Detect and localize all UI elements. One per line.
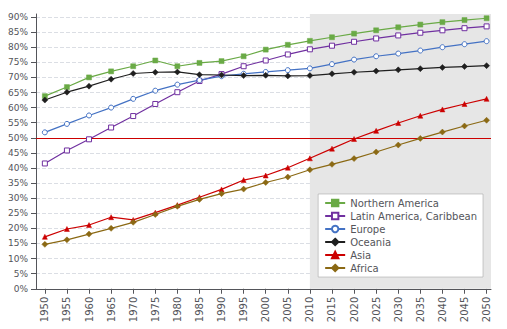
svg-text:80%: 80%	[8, 42, 28, 52]
svg-text:2025: 2025	[371, 297, 382, 322]
svg-text:30%: 30%	[8, 193, 28, 203]
svg-text:75%: 75%	[8, 57, 28, 67]
svg-text:2000: 2000	[260, 297, 271, 322]
svg-text:15%: 15%	[8, 238, 28, 248]
svg-text:70%: 70%	[8, 72, 28, 82]
svg-text:55%: 55%	[8, 118, 28, 128]
svg-text:20%: 20%	[8, 223, 28, 233]
svg-text:1970: 1970	[128, 297, 139, 322]
svg-text:2005: 2005	[282, 297, 293, 322]
svg-text:2050: 2050	[481, 297, 492, 322]
svg-text:45%: 45%	[8, 148, 28, 158]
svg-text:Northern America: Northern America	[350, 198, 439, 209]
svg-text:2010: 2010	[304, 297, 315, 322]
svg-text:2030: 2030	[393, 297, 404, 322]
svg-text:60%: 60%	[8, 103, 28, 113]
svg-text:1980: 1980	[172, 297, 183, 322]
svg-text:1960: 1960	[84, 297, 95, 322]
svg-text:2015: 2015	[326, 297, 337, 322]
svg-text:1955: 1955	[61, 297, 72, 322]
svg-text:1965: 1965	[106, 297, 117, 322]
svg-text:1990: 1990	[216, 297, 227, 322]
svg-text:1950: 1950	[39, 297, 50, 322]
svg-text:Africa: Africa	[350, 263, 379, 274]
svg-text:10%: 10%	[8, 254, 28, 264]
svg-text:Latin America, Caribbean: Latin America, Caribbean	[350, 211, 477, 222]
svg-text:85%: 85%	[8, 27, 28, 37]
svg-text:Oceania: Oceania	[350, 237, 391, 248]
svg-text:0%: 0%	[14, 284, 29, 294]
svg-text:2035: 2035	[415, 297, 426, 322]
svg-text:1995: 1995	[238, 297, 249, 322]
svg-text:5%: 5%	[14, 269, 29, 279]
svg-text:90%: 90%	[8, 12, 28, 22]
svg-text:1975: 1975	[150, 297, 161, 322]
svg-text:2020: 2020	[349, 297, 360, 322]
svg-text:65%: 65%	[8, 88, 28, 98]
svg-text:35%: 35%	[8, 178, 28, 188]
svg-text:2040: 2040	[437, 297, 448, 322]
svg-text:2045: 2045	[459, 297, 470, 322]
svg-text:Asia: Asia	[350, 250, 371, 261]
svg-text:40%: 40%	[8, 163, 28, 173]
svg-text:1985: 1985	[194, 297, 205, 322]
svg-text:50%: 50%	[8, 133, 28, 143]
svg-text:25%: 25%	[8, 208, 28, 218]
svg-text:Europe: Europe	[350, 224, 385, 235]
